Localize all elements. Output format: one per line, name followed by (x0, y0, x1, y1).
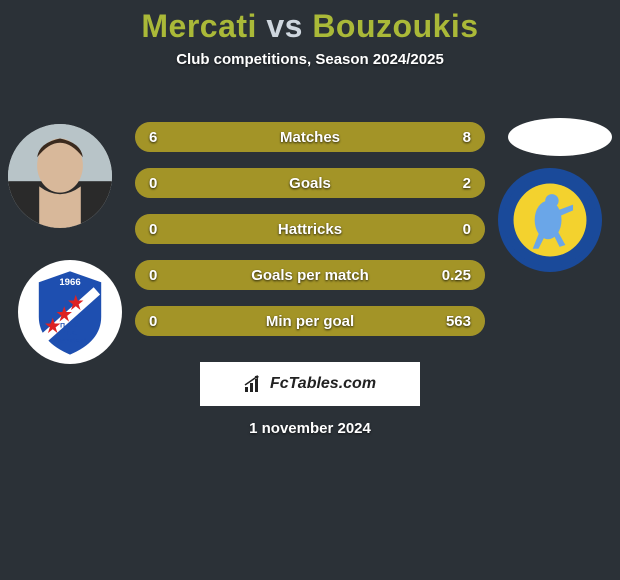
player2-club-badge (498, 168, 602, 272)
svg-text:Π.Α.Ε.: Π.Α.Ε. (60, 322, 80, 329)
svg-text:ΚΑΛΛΙΘΕΑ": ΚΑΛΛΙΘΕΑ" (54, 339, 87, 345)
generation-date: 1 november 2024 (0, 420, 620, 437)
stat-row-matches: 68Matches (135, 122, 485, 152)
player1-photo (8, 124, 112, 228)
player1-club-badge: 1966 Π.Α.Ε. "Γ.Σ. ΚΑΛΛΙΘΕΑ" (18, 260, 122, 364)
player2-photo (508, 118, 612, 156)
club-year: 1966 (59, 277, 80, 288)
stat-label: Min per goal (135, 313, 485, 330)
player2-name: Bouzoukis (312, 8, 478, 44)
svg-text:"Γ.Σ.: "Γ.Σ. (63, 330, 77, 337)
stat-row-goals-per-match: 00.25Goals per match (135, 260, 485, 290)
stats-container: 68Matches 02Goals 00Hattricks 00.25Goals pe… (135, 122, 485, 352)
brand-badge[interactable]: FcTables.com (200, 362, 420, 406)
stat-label: Matches (135, 129, 485, 146)
stat-label: Goals per match (135, 267, 485, 284)
brand-text: FcTables.com (270, 375, 376, 393)
stat-label: Hattricks (135, 221, 485, 238)
player1-name: Mercati (141, 8, 257, 44)
subtitle: Club competitions, Season 2024/2025 (0, 51, 620, 68)
stat-row-goals: 02Goals (135, 168, 485, 198)
comparison-title: Mercati vs Bouzoukis (0, 0, 620, 45)
stat-row-hattricks: 00Hattricks (135, 214, 485, 244)
stat-row-min-per-goal: 0563Min per goal (135, 306, 485, 336)
stat-label: Goals (135, 175, 485, 192)
vs-word: vs (266, 8, 303, 44)
